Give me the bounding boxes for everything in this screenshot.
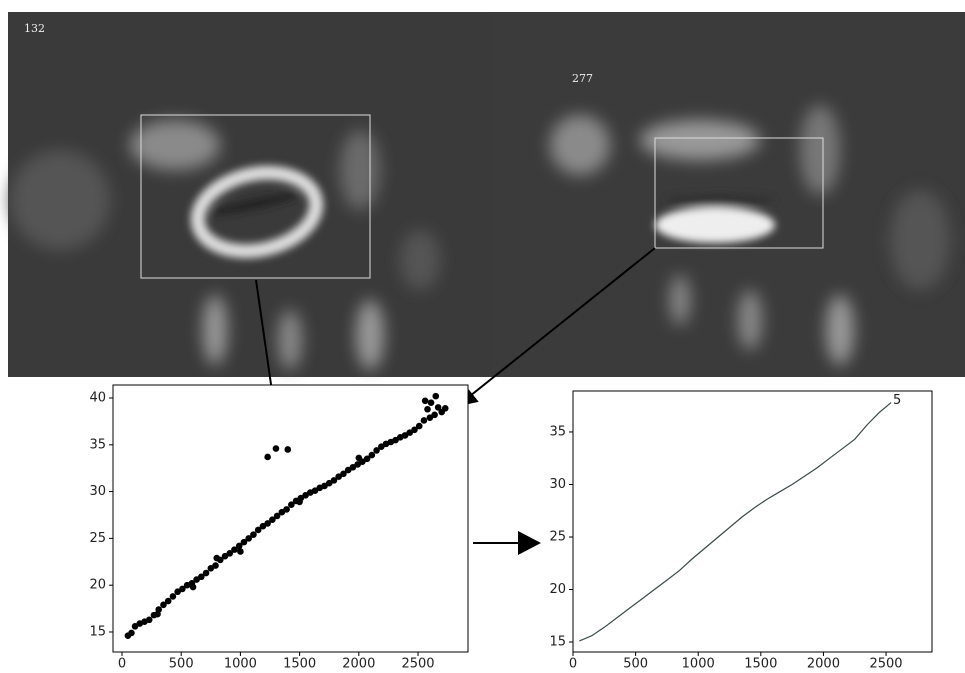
annotation: 5 — [893, 393, 901, 408]
point — [169, 593, 177, 600]
point — [432, 392, 440, 400]
point — [213, 554, 221, 562]
point — [273, 512, 281, 520]
point — [363, 455, 371, 463]
point — [160, 601, 167, 609]
point — [145, 616, 153, 624]
point — [330, 477, 338, 484]
x-tick-label: 500 — [623, 657, 648, 672]
point — [128, 629, 135, 637]
point — [283, 506, 290, 513]
y-tick-label: 35 — [549, 424, 566, 439]
x-tick-label: 500 — [169, 657, 194, 672]
point — [264, 520, 271, 527]
ultrasound-left: 132 — [8, 12, 492, 377]
point — [420, 417, 428, 424]
point — [240, 538, 248, 546]
point — [154, 610, 161, 618]
point — [254, 526, 262, 534]
x-tick-label: 2000 — [807, 657, 840, 672]
point — [226, 550, 234, 557]
frame-label: 277 — [572, 72, 593, 85]
y-tick-label: 35 — [89, 437, 106, 452]
y-tick-label: 20 — [89, 578, 106, 593]
y-tick-label: 25 — [89, 531, 106, 546]
point — [284, 446, 292, 453]
x-tick-label: 0 — [569, 657, 577, 672]
y-tick-label: 40 — [89, 391, 106, 406]
x-tick-label: 2000 — [342, 657, 375, 672]
point — [235, 542, 243, 550]
y-tick-label: 20 — [549, 582, 566, 597]
point — [434, 404, 442, 411]
y-tick-label: 30 — [89, 484, 106, 499]
point — [424, 405, 431, 413]
point — [164, 597, 172, 605]
point — [340, 470, 347, 478]
x-tick-label: 2500 — [869, 657, 902, 672]
point — [441, 405, 449, 412]
point — [288, 501, 295, 508]
point — [355, 454, 363, 462]
point — [296, 498, 303, 506]
plot-area — [572, 390, 933, 653]
point — [250, 531, 257, 538]
point — [237, 548, 244, 555]
point — [426, 414, 434, 421]
point — [189, 583, 197, 591]
x-tick-label: 1500 — [283, 657, 316, 672]
point — [245, 535, 253, 542]
point — [202, 569, 210, 577]
y-tick-label: 15 — [89, 624, 106, 639]
point — [415, 422, 423, 430]
x-tick-label: 1000 — [682, 657, 715, 672]
ultrasound-right: 277 — [492, 12, 965, 377]
x-tick-label: 1000 — [224, 657, 257, 672]
x-tick-label: 2500 — [401, 657, 434, 672]
plot-area — [112, 384, 469, 653]
point — [179, 585, 186, 593]
point — [368, 451, 376, 459]
point — [198, 573, 205, 581]
point — [427, 399, 435, 406]
y-tick-label: 30 — [549, 477, 566, 492]
point — [373, 447, 380, 454]
line — [579, 402, 892, 642]
point — [411, 426, 418, 434]
point — [269, 516, 276, 523]
point — [272, 445, 280, 452]
point — [421, 397, 429, 405]
y-tick-label: 25 — [549, 529, 566, 544]
frame-label: 132 — [24, 22, 45, 35]
point — [212, 562, 219, 569]
point — [231, 546, 238, 553]
x-tick-label: 0 — [118, 657, 126, 672]
point — [264, 453, 271, 461]
x-tick-label: 1500 — [744, 657, 777, 672]
y-tick-label: 15 — [549, 635, 566, 650]
